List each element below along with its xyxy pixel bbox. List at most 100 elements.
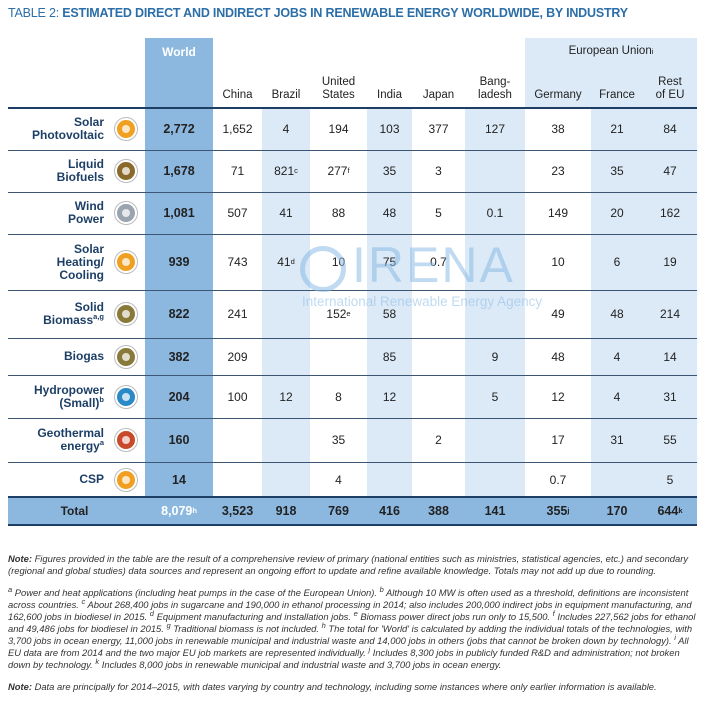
cell-value: 71 — [230, 164, 245, 178]
footnote: a Power and heat applications (including… — [8, 586, 380, 598]
cell-value: 939 — [168, 255, 190, 269]
column-header-lines: Brazil — [272, 89, 301, 102]
cell-value: 4 — [613, 389, 621, 404]
column-header: Bang-ladesh — [465, 65, 525, 108]
table: European Union i World China Brazil United Sta… — [8, 38, 697, 526]
cell-value: 12 — [382, 389, 397, 404]
footnote-text: Traditional biomass is not included. — [173, 623, 319, 634]
row-icon — [115, 202, 137, 224]
cell-value: 85 — [382, 349, 397, 364]
footnote-mark: i — [674, 632, 676, 642]
footnote: e Biomass power direct jobs run only to … — [354, 610, 553, 622]
row-icon — [115, 160, 137, 182]
cell-value: 58 — [382, 307, 397, 321]
note-text: Data are principally for 2014–2015, with… — [34, 681, 657, 692]
watermark: IRENA — [300, 236, 515, 294]
cell-value: 49 — [551, 307, 565, 321]
row-label-lines: CSP — [79, 473, 104, 486]
row-label-text: Biomass — [43, 313, 94, 327]
cell-value: 4 — [613, 349, 621, 364]
cell-value: 48 — [610, 307, 624, 321]
table-cell: 388 — [412, 497, 465, 525]
row-label-text: CSP — [79, 472, 104, 486]
footnote-text: Includes 8,000 jobs in renewable municip… — [101, 659, 502, 670]
cell-value: 194 — [328, 122, 349, 136]
superscript: a,g — [93, 312, 104, 321]
cell-value: 6 — [613, 255, 621, 269]
cell-value: 3 — [435, 164, 442, 178]
table-cell: 38 — [525, 108, 591, 150]
column-header-line: France — [599, 89, 635, 101]
row-label-line: Power — [68, 213, 104, 226]
table-cell: 41 — [262, 192, 310, 234]
table-cell: 35 — [591, 150, 643, 192]
row-label-text: Power — [67, 212, 104, 226]
table-cell: 19 — [643, 234, 697, 290]
row-label: Geothermal energya — [8, 418, 108, 462]
footnote-mark: f — [552, 608, 555, 618]
column-header-line: of EU — [655, 89, 685, 101]
cell-value: 5 — [666, 472, 674, 487]
cell-value: 769 — [328, 504, 349, 518]
row-label-line: Hydropower — [34, 383, 104, 397]
row-label-text: Liquid — [68, 157, 104, 171]
cell-value: 9 — [491, 349, 499, 364]
column-header-line: Rest — [658, 76, 682, 88]
table-title: TABLE 2: ESTIMATED DIRECT AND INDIRECT J… — [8, 6, 628, 20]
cell-value: 10 — [551, 255, 565, 269]
column-header: Germany — [525, 65, 591, 108]
table-cell — [465, 418, 525, 462]
table-cell — [367, 418, 412, 462]
cell-value: 84 — [663, 122, 677, 136]
table-cell — [465, 150, 525, 192]
cell-value: 8 — [335, 389, 342, 404]
table-cell: 21 — [591, 108, 643, 150]
table-cell — [262, 462, 310, 497]
cell-value: 644 — [657, 504, 679, 518]
row-label: Liquid Biofuels — [8, 150, 108, 192]
table-cell: 85 — [367, 338, 412, 375]
row-label-line: Total — [61, 504, 89, 518]
cell-value: 75 — [382, 255, 397, 269]
footnote: b Although 10 MW is often used as a thre… — [8, 586, 688, 610]
row-label-line: (Small)b — [34, 395, 104, 410]
cell-value: 0.1 — [486, 206, 504, 220]
table-cell: 416 — [367, 497, 412, 525]
watermark-name: IRENA — [352, 237, 515, 293]
eu-header-bg — [525, 38, 697, 108]
cell-value: 2 — [435, 433, 442, 447]
table-cell — [412, 338, 465, 375]
table-cell: 12 — [367, 375, 412, 418]
cell-value: 822 — [168, 307, 190, 321]
table-cell: 918 — [262, 497, 310, 525]
column-header: Rest of EU — [643, 65, 697, 108]
footnotes: a Power and heat applications (including… — [8, 586, 700, 671]
group-header-text: European Union — [568, 45, 652, 57]
world-column-bg — [145, 38, 213, 525]
column-header-line: Brazil — [271, 89, 301, 101]
cell-value: 35 — [610, 164, 624, 178]
row-label-line: CSP — [79, 473, 104, 486]
table-cell: 9 — [465, 338, 525, 375]
row-label-text: energy — [60, 439, 100, 453]
cell-value: 38 — [551, 122, 565, 136]
footnote-text: All EU data are from 2014 and the two ma… — [8, 635, 689, 658]
table-cell: 23 — [525, 150, 591, 192]
table-cell — [591, 462, 643, 497]
footnote-text: Biomass power direct jobs run only to 15… — [360, 611, 551, 622]
table-cell: 204 — [145, 375, 213, 418]
table-cell: 31 — [643, 375, 697, 418]
row-label-lines: Hydropower (Small)b — [34, 383, 104, 410]
column-header-lines: India — [377, 89, 402, 102]
row-label-lines: Solid Biomassa,g — [43, 301, 104, 327]
watermark-subtitle: International Renewable Energy Agency — [302, 294, 543, 309]
row-label: Solar Photovoltaic — [8, 108, 108, 150]
row-label: Solar Heating/Cooling — [8, 234, 108, 290]
column-header-line: India — [377, 89, 402, 101]
table-cell: 6 — [591, 234, 643, 290]
column-bg — [262, 108, 310, 497]
cell-value: 152 — [326, 307, 347, 321]
row-label-lines: Total — [61, 504, 89, 518]
table-cell: 152 e — [326, 307, 351, 321]
